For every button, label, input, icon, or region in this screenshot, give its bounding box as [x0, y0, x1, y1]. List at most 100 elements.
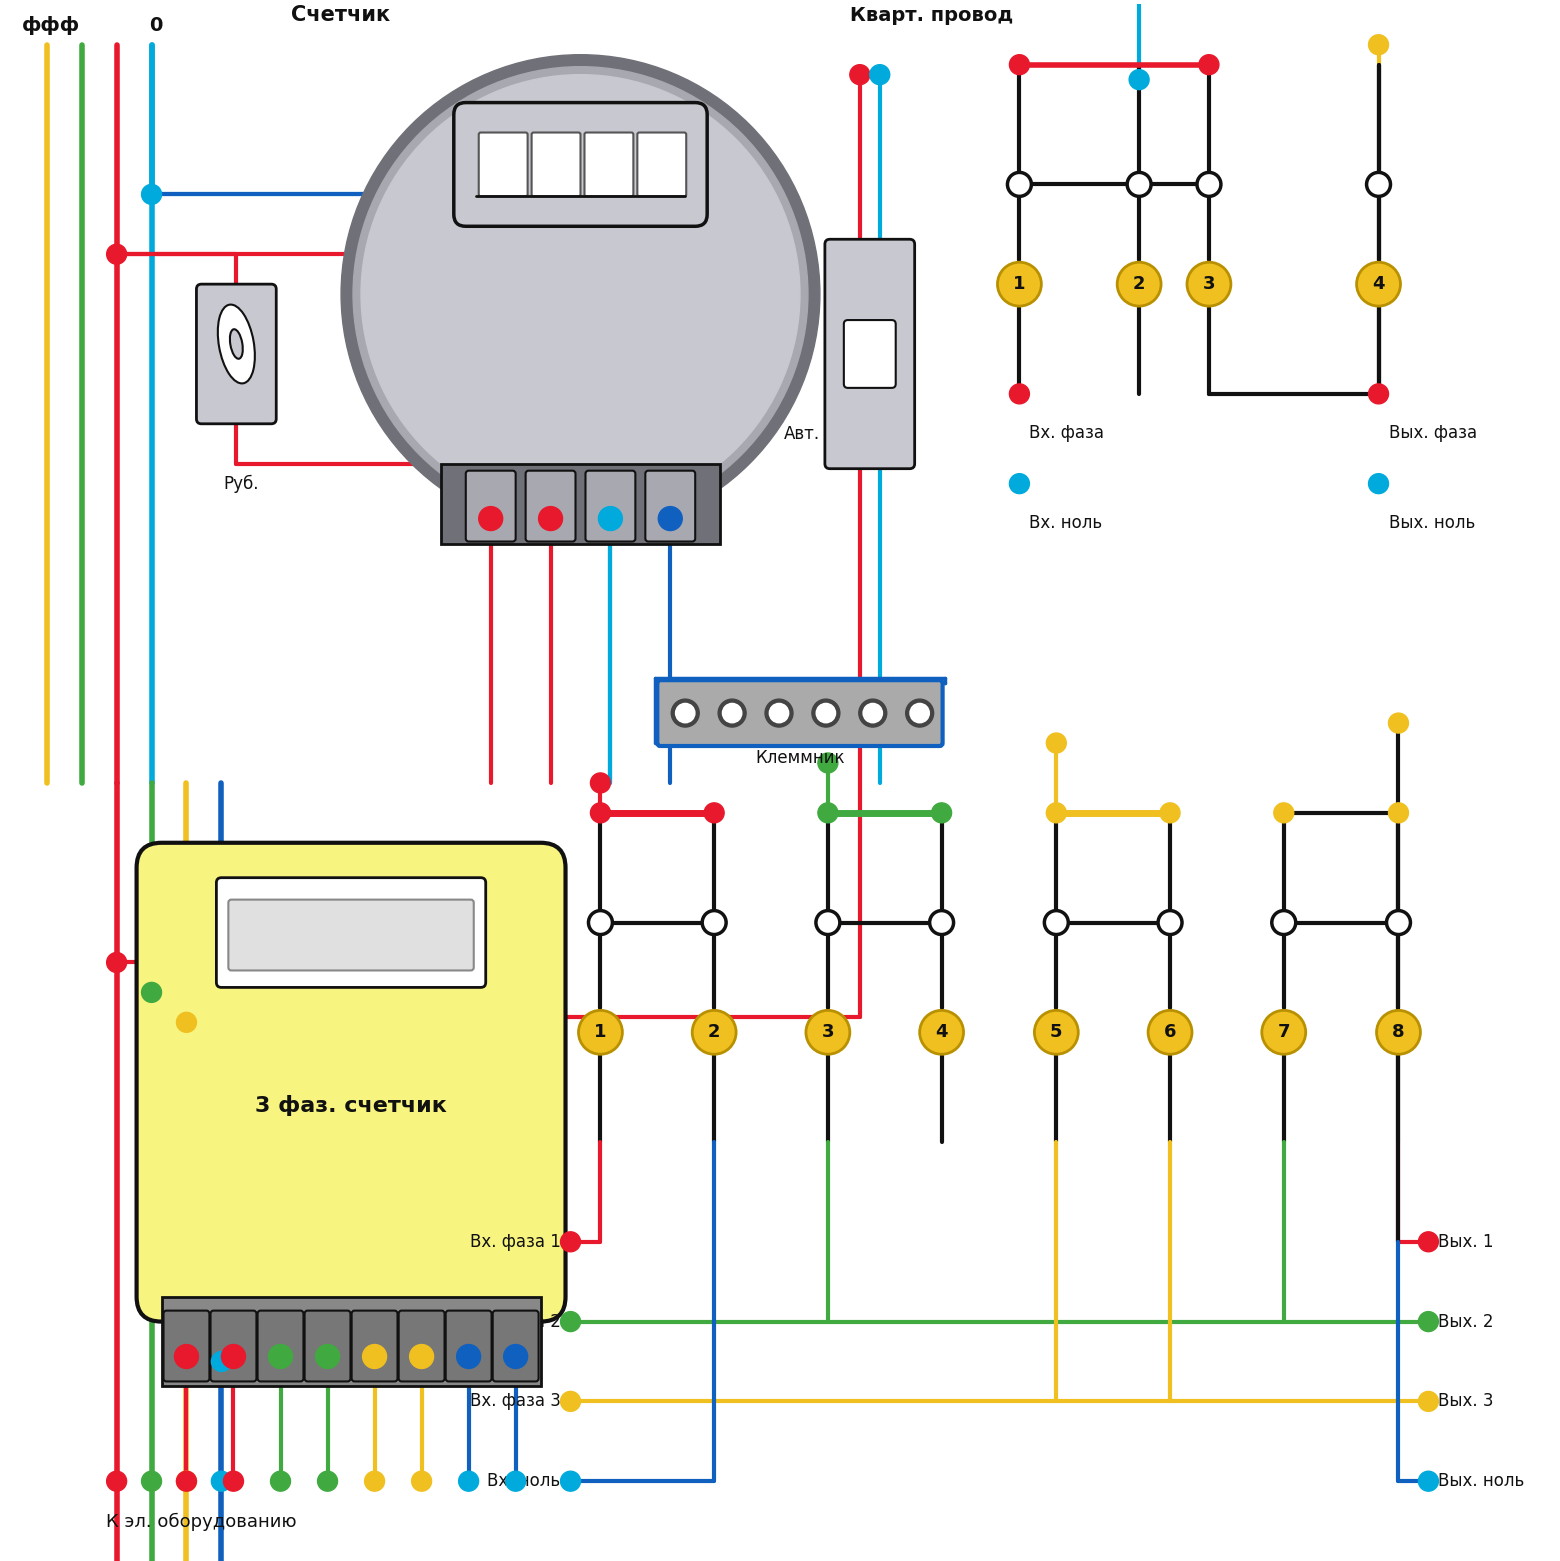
Circle shape: [1034, 1010, 1078, 1054]
Circle shape: [724, 704, 741, 723]
FancyBboxPatch shape: [257, 1311, 304, 1381]
Circle shape: [479, 507, 502, 531]
Circle shape: [1418, 1311, 1438, 1332]
Text: 4: 4: [1373, 275, 1385, 293]
Circle shape: [222, 1344, 245, 1369]
Circle shape: [1368, 34, 1388, 55]
Ellipse shape: [229, 329, 243, 359]
Circle shape: [175, 1344, 198, 1369]
Circle shape: [675, 704, 694, 723]
Circle shape: [1008, 172, 1031, 197]
Circle shape: [807, 1010, 850, 1054]
Text: Кварт. провод: Кварт. провод: [850, 6, 1012, 25]
FancyBboxPatch shape: [466, 471, 516, 542]
Text: 1: 1: [1012, 275, 1025, 293]
FancyBboxPatch shape: [399, 1311, 445, 1381]
Circle shape: [1271, 910, 1296, 935]
Text: 8: 8: [1392, 1024, 1406, 1041]
Circle shape: [1418, 1470, 1438, 1491]
Circle shape: [106, 244, 126, 264]
FancyBboxPatch shape: [164, 1311, 209, 1381]
Circle shape: [1368, 473, 1388, 493]
Circle shape: [1148, 1010, 1192, 1054]
Circle shape: [457, 1344, 480, 1369]
Circle shape: [270, 1470, 290, 1491]
Circle shape: [591, 802, 610, 823]
Circle shape: [850, 64, 870, 84]
Circle shape: [1418, 1232, 1438, 1252]
Circle shape: [1388, 713, 1409, 734]
Circle shape: [212, 1352, 231, 1372]
Circle shape: [817, 704, 835, 723]
Text: 7: 7: [1278, 1024, 1290, 1041]
Circle shape: [860, 699, 886, 727]
Circle shape: [106, 952, 126, 973]
FancyBboxPatch shape: [585, 133, 633, 197]
Circle shape: [560, 1311, 580, 1332]
Circle shape: [1161, 802, 1179, 823]
Circle shape: [1129, 70, 1150, 89]
Circle shape: [1388, 802, 1409, 823]
Circle shape: [1047, 802, 1067, 823]
Circle shape: [702, 910, 725, 935]
Text: 1: 1: [594, 1024, 607, 1041]
Text: 3: 3: [822, 1024, 835, 1041]
Circle shape: [658, 507, 682, 531]
Text: Счетчик: Счетчик: [292, 5, 390, 25]
Circle shape: [704, 802, 724, 823]
Text: 4: 4: [936, 1024, 948, 1041]
Text: Вых. 2: Вых. 2: [1438, 1313, 1494, 1330]
FancyBboxPatch shape: [228, 899, 474, 971]
Circle shape: [410, 1344, 434, 1369]
Circle shape: [771, 704, 788, 723]
Circle shape: [365, 1470, 385, 1491]
Circle shape: [591, 773, 610, 793]
Circle shape: [504, 1344, 527, 1369]
Text: Вых. ноль: Вых. ноль: [1388, 514, 1474, 532]
FancyBboxPatch shape: [162, 1297, 541, 1386]
Circle shape: [1009, 384, 1030, 404]
Circle shape: [671, 699, 699, 727]
Circle shape: [764, 699, 792, 727]
Circle shape: [353, 67, 808, 521]
Text: Вых. 1: Вых. 1: [1438, 1233, 1494, 1250]
Circle shape: [560, 1470, 580, 1491]
FancyBboxPatch shape: [532, 133, 580, 197]
Circle shape: [412, 1470, 432, 1491]
Circle shape: [1357, 262, 1401, 306]
FancyBboxPatch shape: [646, 471, 696, 542]
FancyBboxPatch shape: [217, 877, 485, 988]
FancyBboxPatch shape: [585, 471, 635, 542]
Text: Клеммник: Клеммник: [755, 749, 844, 766]
Circle shape: [1158, 910, 1182, 935]
Text: 6: 6: [1164, 1024, 1176, 1041]
Circle shape: [1197, 172, 1221, 197]
Text: 5: 5: [1050, 1024, 1062, 1041]
Circle shape: [906, 699, 933, 727]
Circle shape: [1044, 910, 1069, 935]
Text: 2: 2: [708, 1024, 721, 1041]
Text: 0: 0: [150, 16, 162, 34]
FancyBboxPatch shape: [479, 133, 527, 197]
Circle shape: [176, 1013, 197, 1032]
FancyBboxPatch shape: [351, 1311, 398, 1381]
Text: 2: 2: [1133, 275, 1145, 293]
Circle shape: [930, 910, 953, 935]
Circle shape: [1367, 172, 1390, 197]
FancyBboxPatch shape: [137, 843, 566, 1322]
FancyBboxPatch shape: [454, 103, 707, 226]
Circle shape: [459, 1470, 479, 1491]
Circle shape: [106, 1470, 126, 1491]
Circle shape: [560, 1232, 580, 1252]
Text: Вх. фаза: Вх. фаза: [1030, 423, 1104, 442]
Circle shape: [1387, 910, 1410, 935]
Text: К эл. оборудованию: К эл. оборудованию: [106, 1513, 296, 1531]
Circle shape: [1262, 1010, 1306, 1054]
Circle shape: [579, 1010, 622, 1054]
Circle shape: [560, 1391, 580, 1411]
Circle shape: [911, 704, 928, 723]
Circle shape: [870, 64, 889, 84]
Circle shape: [142, 184, 162, 204]
Circle shape: [1009, 473, 1030, 493]
FancyBboxPatch shape: [844, 320, 895, 387]
